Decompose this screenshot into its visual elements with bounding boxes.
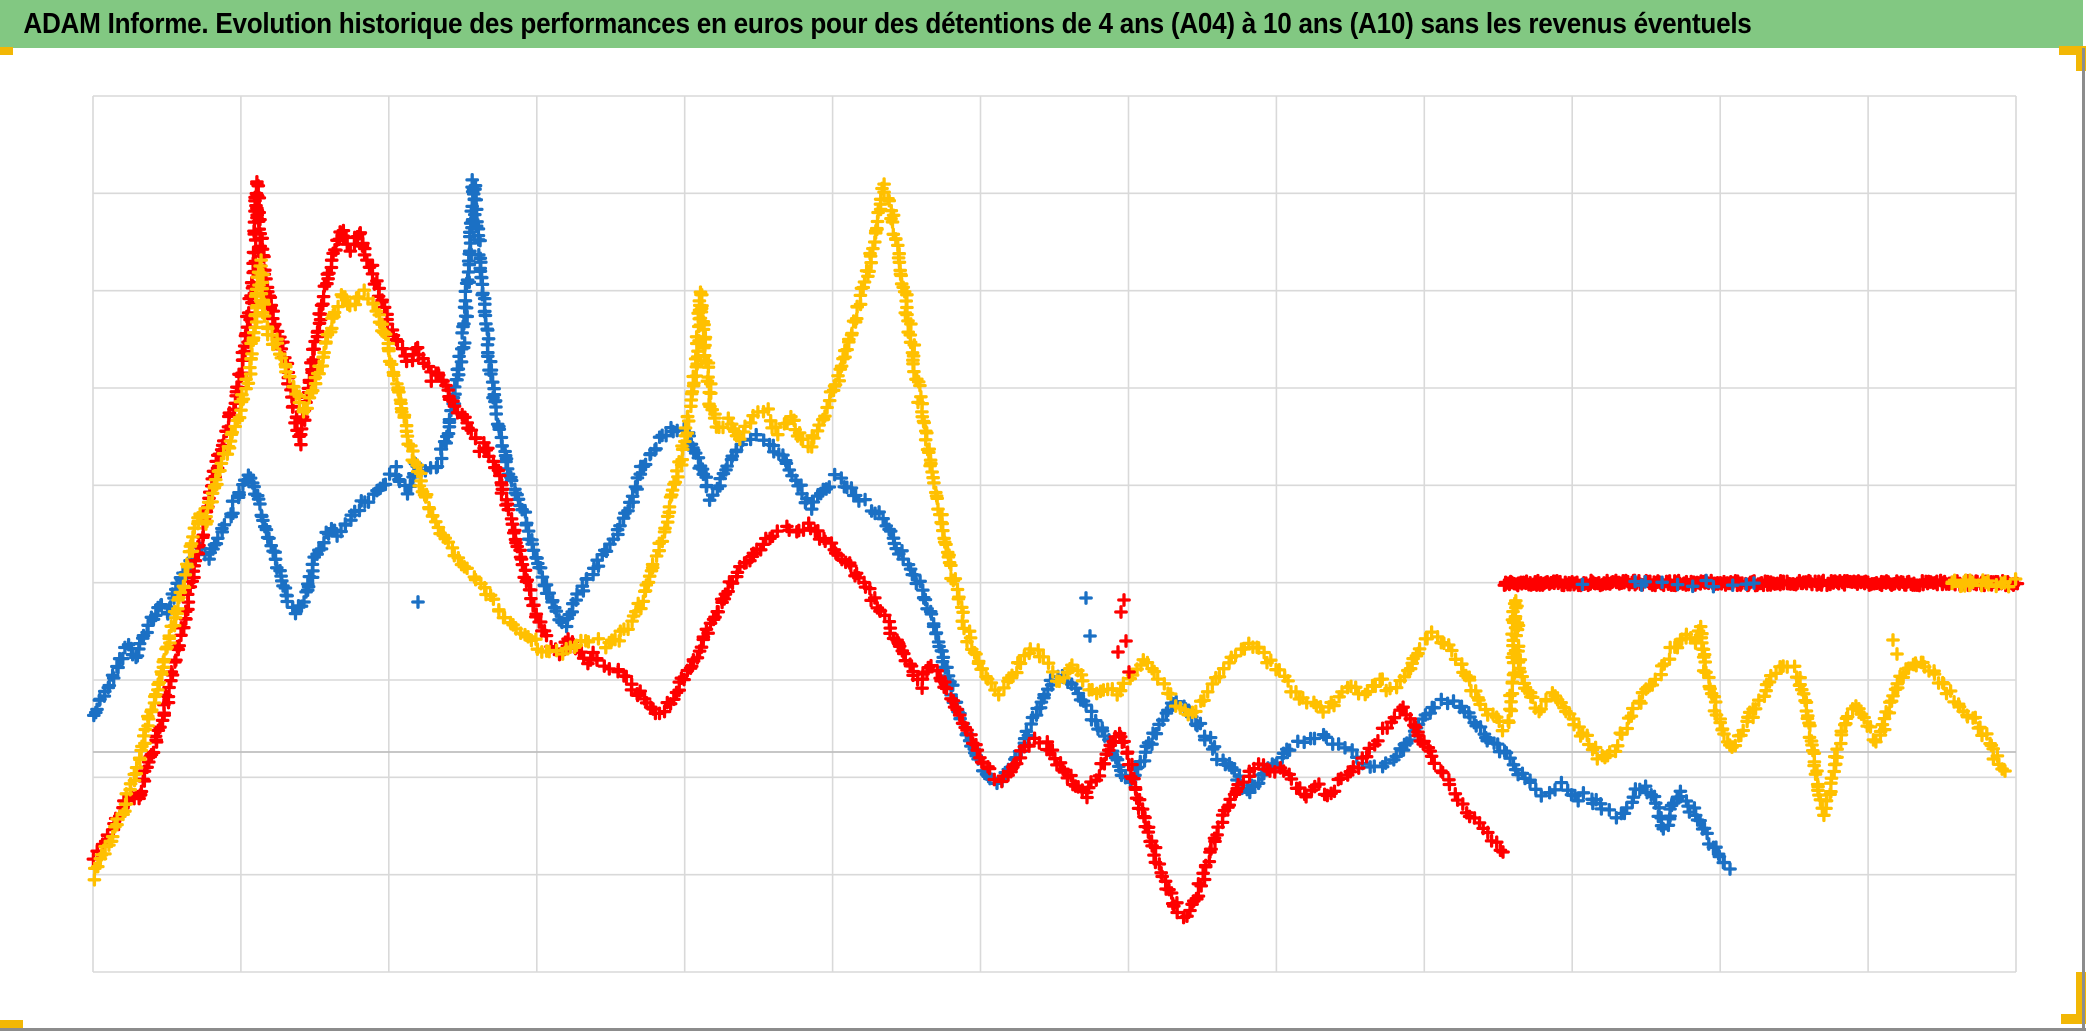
corner-mark-top-left — [0, 47, 13, 55]
blue-specks — [1575, 573, 1761, 594]
yellow-series — [87, 177, 2012, 887]
red-series — [86, 175, 1510, 925]
yellow-specks — [1945, 572, 2023, 594]
corner-mark-top-right-icon — [2059, 46, 2086, 55]
corner-mark-top-right-stem — [2076, 46, 2086, 71]
corner-mark-bottom-right-stem — [2076, 972, 2086, 1024]
outlier-markers — [199, 517, 1904, 661]
outlier-markers — [1111, 593, 1136, 679]
outlier-markers — [411, 591, 1097, 643]
page-edge-right — [2082, 48, 2085, 1031]
page-title: ADAM Informe. Evolution historique des p… — [23, 7, 1752, 40]
page-edge-bottom — [0, 1028, 2086, 1031]
blue-series — [86, 173, 1737, 876]
title-bar: ADAM Informe. Evolution historique des p… — [0, 0, 2083, 48]
corner-mark-bottom-left — [0, 1020, 23, 1029]
corner-mark-bottom-right-icon — [2061, 1014, 2086, 1024]
